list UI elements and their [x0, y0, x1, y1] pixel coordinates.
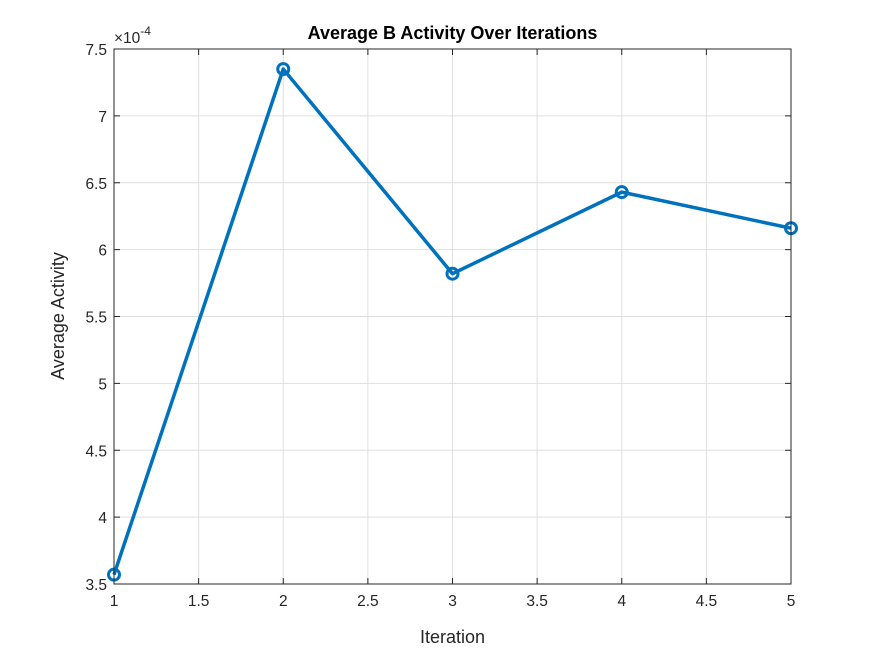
ticks: [113, 48, 792, 585]
y-axis-title: Average Activity: [48, 252, 68, 380]
y-axis-exponent: ×10-4: [114, 24, 151, 47]
x-tick-label: 3.5: [526, 593, 548, 610]
y-tick-label: 4.5: [85, 443, 107, 460]
x-tick-label: 1.5: [188, 593, 210, 610]
x-tick-label: 3: [448, 593, 457, 610]
y-tick-label: 7.5: [85, 42, 107, 59]
y-tick-label: 5: [98, 376, 107, 393]
chart-title: Average B Activity Over Iterations: [308, 23, 598, 43]
y-tick-label: 5.5: [85, 310, 107, 327]
data-point: [276, 62, 291, 77]
series-line: [112, 67, 792, 576]
x-tick-label: 5: [787, 593, 796, 610]
y-tick-label: 6: [98, 243, 107, 260]
x-tick-label: 1: [110, 593, 119, 610]
x-tick-label: 2: [279, 593, 288, 610]
tick-labels: 1 1.5 2 2.5 3 3.5 4 4.5 5 3.5 4 4.5 5 5.5 6 6.5 7 7.5: [85, 42, 795, 610]
y-axis-exponent-power: -4: [140, 24, 151, 38]
x-tick-label: 4: [617, 593, 626, 610]
data-point: [445, 266, 460, 281]
data-point: [614, 185, 629, 200]
x-axis-title: Iteration: [420, 627, 485, 647]
y-tick-label: 6.5: [85, 176, 107, 193]
x-tick-label: 2.5: [357, 593, 379, 610]
y-tick-label: 3.5: [85, 577, 107, 594]
y-tick-label: 7: [98, 109, 107, 126]
y-tick-label: 4: [98, 510, 107, 527]
x-tick-label: 4.5: [696, 593, 718, 610]
y-axis-exponent-base: ×10: [114, 30, 141, 47]
